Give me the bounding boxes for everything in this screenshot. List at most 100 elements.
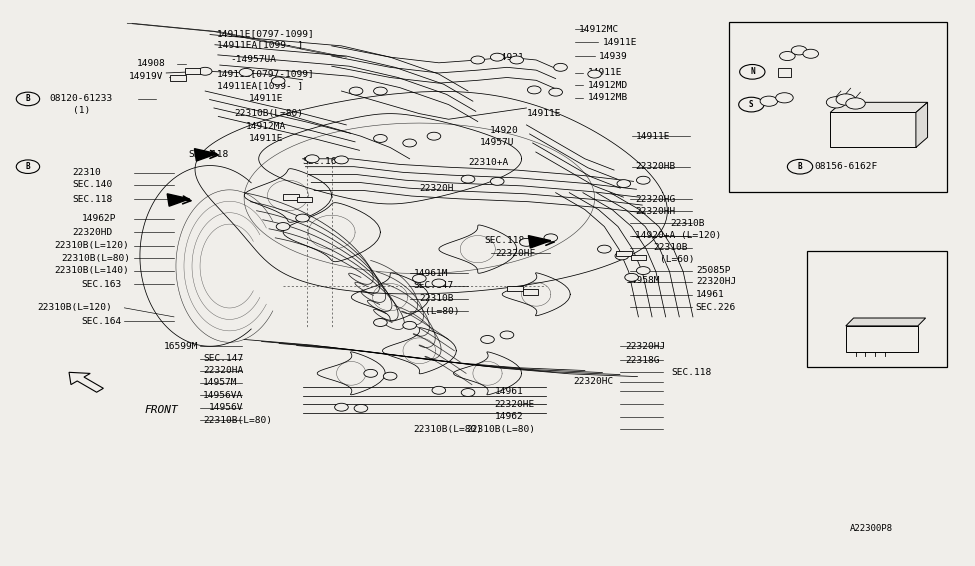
Text: -14957UA: -14957UA	[230, 55, 277, 64]
Text: 08120-61233: 08120-61233	[50, 95, 113, 104]
Circle shape	[637, 267, 650, 275]
Circle shape	[198, 67, 212, 75]
Polygon shape	[916, 102, 927, 148]
Circle shape	[544, 234, 558, 242]
Circle shape	[739, 97, 764, 112]
Polygon shape	[830, 102, 927, 113]
Circle shape	[432, 279, 446, 287]
Text: 22310: 22310	[73, 169, 101, 177]
Text: CAL: CAL	[832, 259, 849, 268]
Circle shape	[373, 135, 387, 143]
Text: 22310B(L=80): 22310B(L=80)	[413, 424, 483, 434]
Circle shape	[334, 156, 348, 164]
Text: 22310B(L=80): 22310B(L=80)	[61, 254, 130, 263]
Text: 22310B(L=140): 22310B(L=140)	[55, 266, 129, 275]
Circle shape	[588, 70, 602, 78]
Text: 14911E: 14911E	[249, 95, 284, 104]
Bar	[778, 68, 792, 78]
Text: 14962: 14962	[494, 412, 523, 421]
Text: SEC.147: SEC.147	[413, 281, 453, 290]
Text: 22310B: 22310B	[419, 294, 453, 303]
Circle shape	[412, 275, 426, 282]
Text: 22310+A: 22310+A	[468, 158, 508, 166]
Text: 22365: 22365	[853, 336, 882, 345]
Circle shape	[461, 175, 475, 183]
Text: 22310B(L=80): 22310B(L=80)	[466, 424, 535, 434]
Circle shape	[617, 179, 631, 187]
Text: 14912MC: 14912MC	[579, 25, 619, 34]
Text: 08363-6202D: 08363-6202D	[784, 101, 846, 110]
Circle shape	[615, 252, 629, 260]
Circle shape	[845, 98, 865, 109]
Text: 14911E: 14911E	[588, 68, 622, 78]
Text: 22310B(L=80): 22310B(L=80)	[203, 415, 272, 424]
Circle shape	[295, 214, 309, 222]
Text: 14908: 14908	[137, 59, 166, 68]
Text: 14912MB: 14912MB	[588, 93, 628, 102]
Circle shape	[637, 176, 650, 184]
Circle shape	[349, 87, 363, 95]
Text: 14911E: 14911E	[603, 38, 637, 47]
Text: 14961: 14961	[494, 387, 523, 396]
Text: 22320HG: 22320HG	[636, 195, 676, 204]
Text: SEC.163: SEC.163	[82, 280, 122, 289]
Text: 14956VA: 14956VA	[203, 391, 244, 400]
Circle shape	[17, 92, 40, 106]
Text: 22320HJ: 22320HJ	[696, 277, 736, 286]
Circle shape	[520, 238, 533, 246]
Circle shape	[471, 56, 485, 64]
Text: 16599M: 16599M	[164, 342, 199, 351]
Circle shape	[364, 370, 377, 378]
Circle shape	[490, 53, 504, 61]
Text: B: B	[798, 162, 802, 171]
Bar	[184, 68, 200, 74]
Circle shape	[827, 97, 845, 108]
Text: 22310B(L=80): 22310B(L=80)	[234, 109, 303, 118]
Text: SEC.118: SEC.118	[188, 150, 229, 159]
Text: SEC.164: SEC.164	[302, 157, 343, 165]
Circle shape	[354, 404, 368, 412]
Circle shape	[271, 77, 285, 85]
Text: 08911-1062G: 08911-1062G	[788, 71, 850, 80]
Circle shape	[490, 177, 504, 185]
Text: 14920: 14920	[489, 126, 518, 135]
Bar	[507, 286, 523, 291]
Text: 14920+B: 14920+B	[830, 117, 871, 126]
Text: 08156-6162F: 08156-6162F	[819, 164, 881, 172]
Circle shape	[792, 46, 807, 55]
Text: [0798-     ]: [0798- ]	[832, 293, 901, 302]
Text: 22320HF: 22320HF	[495, 248, 535, 258]
Bar	[631, 255, 646, 260]
Text: 22310B: 22310B	[653, 243, 687, 252]
Bar	[296, 196, 312, 202]
Text: B: B	[25, 95, 30, 104]
Text: 14911EA[1099- ]: 14911EA[1099- ]	[216, 40, 303, 49]
Text: (L=80): (L=80)	[425, 307, 459, 316]
Bar	[170, 75, 185, 81]
Text: (2): (2)	[766, 113, 783, 122]
Circle shape	[461, 389, 475, 397]
Text: 22320HC: 22320HC	[573, 378, 613, 387]
Text: 14962P: 14962P	[82, 214, 116, 223]
Circle shape	[17, 160, 40, 173]
Text: 14958M: 14958M	[626, 276, 660, 285]
Bar	[845, 326, 917, 352]
Text: USA+CAN: USA+CAN	[832, 282, 873, 291]
Polygon shape	[194, 149, 216, 161]
Text: 08156-6162F: 08156-6162F	[815, 162, 878, 171]
Text: SEC.118: SEC.118	[73, 195, 113, 204]
Text: B: B	[25, 162, 30, 171]
Text: SEC.118: SEC.118	[485, 236, 525, 245]
Circle shape	[427, 132, 441, 140]
Text: FRONT: FRONT	[145, 405, 178, 415]
Text: 14920+A (L=120): 14920+A (L=120)	[636, 231, 722, 240]
Circle shape	[276, 222, 290, 230]
Circle shape	[780, 52, 796, 61]
Circle shape	[481, 336, 494, 344]
Bar	[283, 194, 298, 200]
Text: SEC.147: SEC.147	[203, 354, 244, 363]
Bar	[807, 251, 947, 367]
Text: 25085P: 25085P	[696, 266, 730, 275]
Text: 22318G: 22318G	[626, 356, 660, 365]
Text: 14961: 14961	[696, 290, 724, 299]
